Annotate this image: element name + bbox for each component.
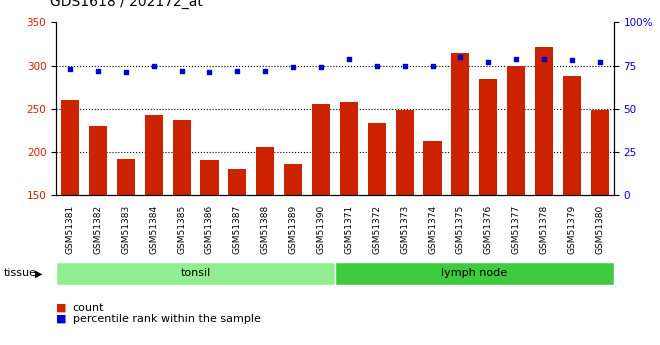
Point [567,58,578,63]
Text: count: count [73,303,104,313]
Point [232,68,243,73]
Bar [368,123,386,195]
Point [260,68,271,73]
Bar [172,120,191,195]
Point [427,63,438,68]
Bar [451,52,469,195]
Point [204,70,214,75]
Point [344,56,354,61]
Text: ■: ■ [56,303,67,313]
Bar [535,47,553,195]
Bar [56,262,335,285]
Bar [145,115,163,195]
Point [288,65,298,70]
Point [315,65,326,70]
Bar [479,79,498,195]
Bar [284,164,302,195]
Point [511,56,521,61]
Bar [335,262,614,285]
Bar [507,66,525,195]
Point [483,59,494,65]
Point [148,63,159,68]
Bar [563,76,581,195]
Bar [228,169,246,195]
Text: percentile rank within the sample: percentile rank within the sample [73,314,261,324]
Point [92,68,103,73]
Text: ■: ■ [56,314,67,324]
Point [121,70,131,75]
Bar [591,110,609,195]
Text: GDS1618 / 202172_at: GDS1618 / 202172_at [50,0,203,9]
Bar [312,104,330,195]
Point [372,63,382,68]
Point [65,66,75,72]
Bar [201,159,218,195]
Point [399,63,410,68]
Bar [61,100,79,195]
Text: lymph node: lymph node [442,268,508,278]
Point [455,54,466,60]
Bar [256,147,275,195]
Point [595,59,605,65]
Point [539,56,549,61]
Bar [117,159,135,195]
Point [176,68,187,73]
Text: ▶: ▶ [35,268,42,278]
Bar [340,102,358,195]
Text: tissue: tissue [3,268,36,278]
Bar [395,109,414,195]
Bar [424,141,442,195]
Bar [89,126,107,195]
Text: tonsil: tonsil [180,268,211,278]
